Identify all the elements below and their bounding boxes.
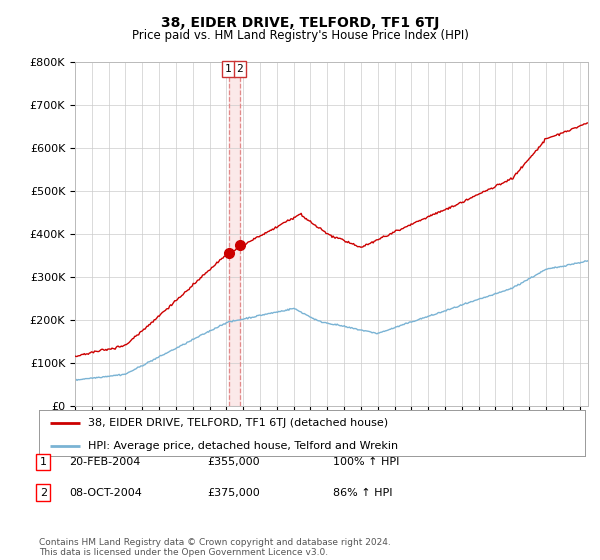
Text: 1: 1 bbox=[40, 457, 47, 467]
Text: Contains HM Land Registry data © Crown copyright and database right 2024.
This d: Contains HM Land Registry data © Crown c… bbox=[39, 538, 391, 557]
Text: 2: 2 bbox=[40, 488, 47, 498]
Text: 20-FEB-2004: 20-FEB-2004 bbox=[69, 457, 140, 467]
Text: £355,000: £355,000 bbox=[207, 457, 260, 467]
Text: 2: 2 bbox=[236, 64, 243, 74]
Text: 86% ↑ HPI: 86% ↑ HPI bbox=[333, 488, 392, 498]
Bar bbox=[229, 62, 239, 406]
Text: 38, EIDER DRIVE, TELFORD, TF1 6TJ: 38, EIDER DRIVE, TELFORD, TF1 6TJ bbox=[161, 16, 439, 30]
Text: 100% ↑ HPI: 100% ↑ HPI bbox=[333, 457, 400, 467]
Text: 08-OCT-2004: 08-OCT-2004 bbox=[69, 488, 142, 498]
Text: 38, EIDER DRIVE, TELFORD, TF1 6TJ (detached house): 38, EIDER DRIVE, TELFORD, TF1 6TJ (detac… bbox=[88, 418, 388, 428]
Text: £375,000: £375,000 bbox=[207, 488, 260, 498]
Text: HPI: Average price, detached house, Telford and Wrekin: HPI: Average price, detached house, Telf… bbox=[88, 441, 398, 451]
Text: 1: 1 bbox=[225, 64, 232, 74]
Text: Price paid vs. HM Land Registry's House Price Index (HPI): Price paid vs. HM Land Registry's House … bbox=[131, 29, 469, 42]
